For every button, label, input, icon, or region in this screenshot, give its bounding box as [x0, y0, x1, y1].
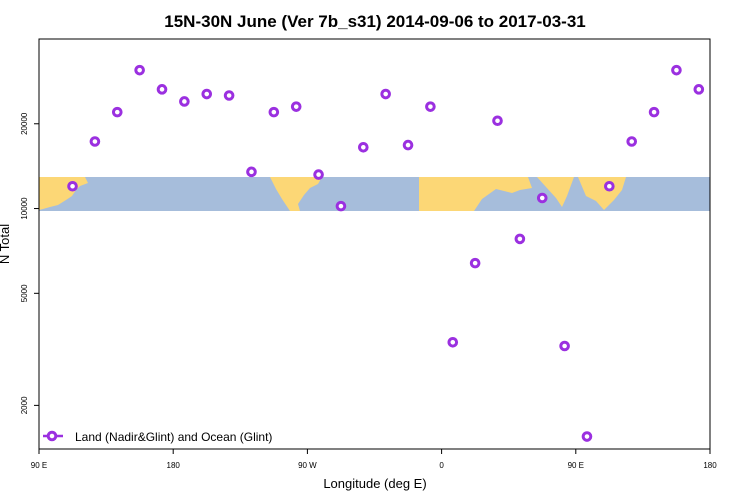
data-point: [447, 336, 459, 348]
legend-marker: [46, 430, 58, 442]
data-point: [111, 106, 123, 118]
data-point: [536, 192, 548, 204]
data-point: [201, 88, 213, 100]
plot-frame: [38, 38, 711, 450]
data-point: [156, 84, 168, 95]
y-tick-label: 20000: [20, 112, 29, 135]
data-point: [648, 106, 660, 118]
y-axis-label: N Total: [0, 224, 12, 264]
data-point: [514, 233, 526, 245]
chart-title: 15N-30N June (Ver 7b_s31) 2014-09-06 to …: [164, 12, 585, 31]
map-land-shape: [419, 177, 532, 211]
data-point: [671, 64, 682, 76]
y-tick-label: 2000: [20, 396, 29, 414]
data-point: [402, 139, 414, 151]
data-point: [67, 180, 78, 192]
legend: Land (Nadir&Glint) and Ocean (Glint): [43, 430, 272, 444]
map-land-shape: [537, 177, 574, 207]
x-tick-label: 180: [703, 461, 717, 470]
x-tick-label: 90 E: [568, 461, 584, 470]
y-tick-label: 5000: [20, 284, 29, 302]
data-point: [581, 431, 593, 442]
data-point: [425, 101, 436, 112]
data-point: [358, 141, 369, 153]
data-point: [604, 180, 615, 192]
y-axis: 2000 5000 10000 20000: [20, 112, 39, 414]
x-tick-label: 90 E: [31, 461, 47, 470]
x-axis-label: Longitude (deg E): [323, 476, 426, 491]
series-points: [67, 64, 705, 442]
world-map-strip: [39, 177, 710, 211]
map-land: [39, 177, 626, 211]
data-point: [223, 90, 235, 101]
data-point: [290, 101, 302, 112]
data-point: [380, 88, 391, 100]
x-tick-label: 180: [167, 461, 181, 470]
data-point: [626, 136, 638, 147]
data-point: [492, 115, 503, 127]
data-point: [559, 340, 570, 352]
data-point: [693, 84, 705, 95]
data-point: [246, 166, 257, 178]
y-tick-label: 10000: [20, 197, 29, 220]
data-point: [134, 64, 145, 76]
legend-label: Land (Nadir&Glint) and Ocean (Glint): [75, 430, 272, 444]
x-tick-label: 0: [439, 461, 444, 470]
x-tick-label: 90 W: [298, 461, 317, 470]
data-point: [313, 169, 324, 180]
data-point: [335, 200, 347, 212]
data-point: [469, 257, 481, 269]
x-axis: 90 E 180 90 W 0 90 E 180: [31, 449, 717, 470]
map-land-shape: [270, 177, 322, 211]
data-point: [268, 106, 280, 118]
data-point: [179, 96, 190, 107]
data-point: [89, 136, 101, 147]
